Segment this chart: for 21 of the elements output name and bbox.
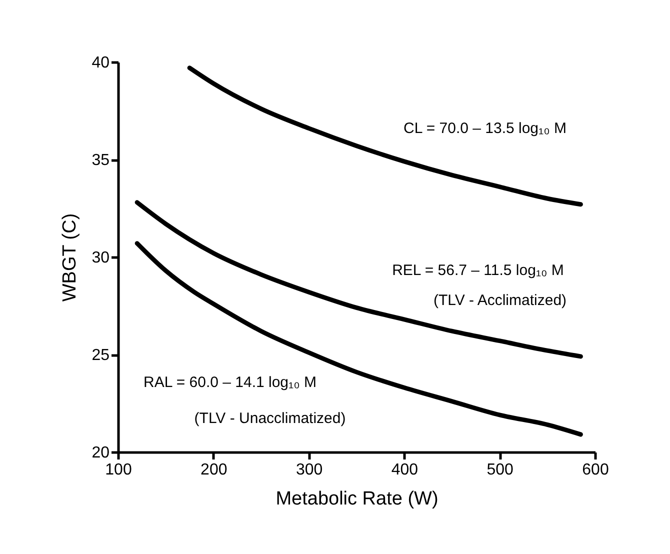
y-tick-label: 25 [92,347,110,364]
x-tick-label: 400 [391,462,418,478]
annotation: REL = 56.7 – 11.5 log₁₀ M [392,262,564,279]
line-series [187,66,583,207]
y-tick-label: 35 [92,152,110,169]
x-axis-title: Metabolic Rate (W) [276,488,438,510]
y-tick-label: 20 [92,444,110,462]
y-axis-title: WBGT (C) [60,213,81,302]
x-tick-label: 100 [105,462,132,478]
line-series [134,200,583,359]
annotation: (TLV - Acclimatized) [433,292,567,309]
x-tick-label: 500 [486,462,514,478]
x-tick-label: 600 [582,462,609,478]
x-tick-label: 300 [296,462,323,478]
x-tick-label: 200 [200,462,228,478]
y-tick-label: 40 [92,54,110,72]
line-series [134,241,583,437]
annotation: RAL = 60.0 – 14.1 log₁₀ M [144,374,316,391]
annotation: CL = 70.0 – 13.5 log₁₀ M [404,120,566,137]
annotation: (TLV - Unacclimatized) [194,410,346,427]
y-tick-label: 30 [92,250,110,266]
